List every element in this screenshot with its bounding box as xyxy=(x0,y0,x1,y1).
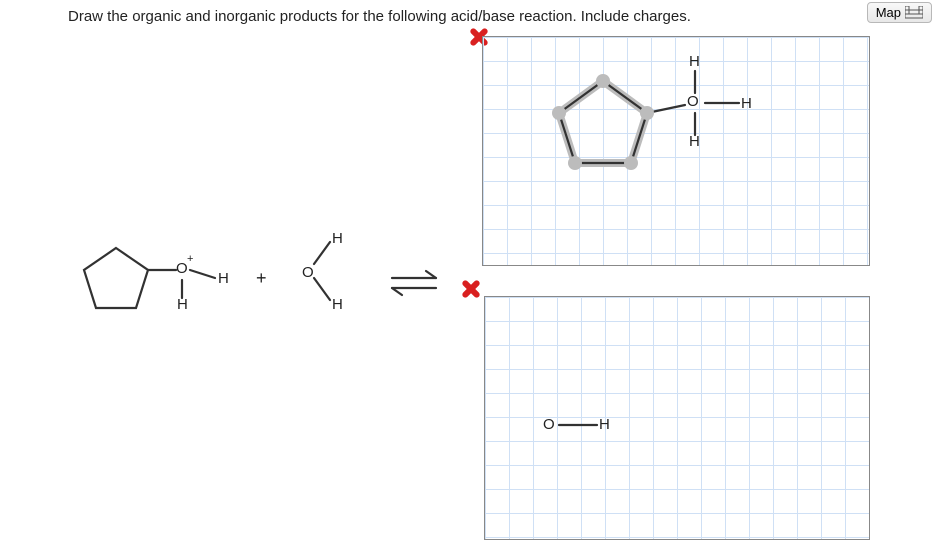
incorrect-mark-icon xyxy=(460,278,482,300)
periodic-table-icon xyxy=(905,6,923,20)
atom-label-O: O xyxy=(543,416,555,433)
map-button[interactable]: Map xyxy=(867,2,932,23)
equilibrium-arrows-icon xyxy=(386,267,442,299)
atom-label-H: H xyxy=(689,53,700,70)
charge-label: + xyxy=(187,253,193,265)
atom-label-O: O xyxy=(176,260,188,277)
atom-label-H: H xyxy=(177,296,188,313)
atom-label-H: H xyxy=(689,133,700,150)
drawing-canvas-2[interactable]: O H xyxy=(484,296,870,540)
atom-label-H: H xyxy=(599,416,610,433)
question-text: Draw the organic and inorganic products … xyxy=(68,8,691,25)
atom-label-O: O xyxy=(302,264,314,281)
atom-label-H: H xyxy=(332,230,343,247)
atom-label-O: O xyxy=(687,93,699,110)
map-button-label: Map xyxy=(876,5,901,20)
plus-sign: + xyxy=(256,268,267,289)
atom-label-H: H xyxy=(332,296,343,313)
reactant-water-structure xyxy=(282,224,362,324)
atom-label-H: H xyxy=(741,95,752,112)
drawing-canvas-1[interactable]: O H H H xyxy=(482,36,870,266)
reactant-oxonium-structure xyxy=(70,230,270,340)
atom-label-H: H xyxy=(218,270,229,287)
product-organic-structure xyxy=(483,37,871,267)
